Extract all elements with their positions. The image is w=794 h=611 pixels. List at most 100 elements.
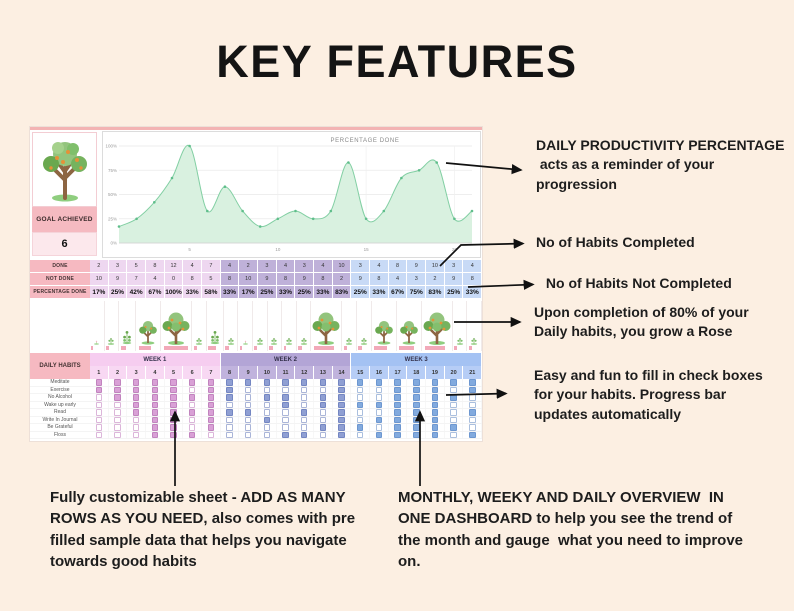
summary-cell[interactable]: 3 [258, 260, 277, 273]
habit-checkbox[interactable] [338, 424, 345, 431]
habit-checkbox[interactable] [319, 401, 327, 408]
habit-checkbox[interactable] [188, 431, 196, 438]
habit-checkbox[interactable] [300, 401, 308, 408]
habit-checkbox[interactable] [413, 401, 420, 408]
habit-checkbox[interactable] [431, 424, 439, 431]
habit-checkbox[interactable] [469, 416, 476, 423]
habit-checkbox[interactable] [95, 416, 103, 423]
habit-checkbox[interactable] [151, 424, 159, 431]
habit-checkbox[interactable] [282, 401, 289, 408]
habit-checkbox[interactable] [188, 379, 196, 386]
habit-checkbox[interactable] [114, 431, 121, 438]
summary-cell[interactable]: 33% [276, 286, 296, 299]
habit-checkbox[interactable] [300, 431, 308, 438]
habit-checkbox[interactable] [114, 401, 121, 408]
habit-checkbox[interactable] [132, 386, 140, 393]
habit-checkbox[interactable] [431, 431, 439, 438]
habit-checkbox[interactable] [319, 379, 327, 386]
habit-checkbox[interactable] [469, 409, 476, 416]
habit-checkbox[interactable] [151, 409, 159, 416]
summary-cell[interactable]: 4 [183, 260, 203, 273]
habit-checkbox[interactable] [338, 394, 345, 401]
habit-checkbox[interactable] [282, 386, 289, 393]
habit-checkbox[interactable] [95, 379, 103, 386]
summary-cell[interactable]: 4 [370, 260, 389, 273]
summary-cell[interactable]: 8 [183, 273, 203, 286]
summary-cell[interactable]: 2 [426, 273, 445, 286]
summary-cell[interactable]: 8 [370, 273, 389, 286]
summary-cell[interactable]: 10 [426, 260, 445, 273]
habit-checkbox[interactable] [244, 416, 252, 423]
habit-checkbox[interactable] [450, 379, 457, 386]
habit-checkbox[interactable] [226, 416, 233, 423]
habit-checkbox[interactable] [170, 394, 177, 401]
summary-cell[interactable]: 4 [314, 260, 333, 273]
summary-cell[interactable]: 75% [407, 286, 427, 299]
habit-checkbox[interactable] [226, 386, 233, 393]
habit-checkbox[interactable] [132, 394, 140, 401]
habit-checkbox[interactable] [282, 431, 289, 438]
habit-checkbox[interactable] [170, 386, 177, 393]
habit-checkbox[interactable] [319, 416, 327, 423]
habit-checkbox[interactable] [114, 424, 121, 431]
summary-cell[interactable]: 9 [351, 273, 371, 286]
habit-checkbox[interactable] [413, 431, 420, 438]
habit-checkbox[interactable] [132, 424, 140, 431]
habit-checkbox[interactable] [394, 401, 401, 408]
habit-checkbox[interactable] [375, 431, 383, 438]
habit-checkbox[interactable] [319, 409, 327, 416]
habit-checkbox[interactable] [338, 409, 345, 416]
summary-cell[interactable]: 33% [183, 286, 203, 299]
habit-checkbox[interactable] [394, 379, 401, 386]
summary-cell[interactable]: 83% [426, 286, 445, 299]
summary-cell[interactable]: 33% [463, 286, 483, 299]
habit-checkbox[interactable] [469, 386, 476, 393]
summary-cell[interactable]: 8 [220, 273, 240, 286]
habit-checkbox[interactable] [356, 401, 364, 408]
habit-checkbox[interactable] [151, 394, 159, 401]
habit-checkbox[interactable] [170, 431, 177, 438]
habit-checkbox[interactable] [356, 409, 364, 416]
habit-checkbox[interactable] [450, 401, 457, 408]
habit-checkbox[interactable] [114, 416, 121, 423]
summary-cell[interactable]: 3 [108, 260, 128, 273]
habit-checkbox[interactable] [244, 424, 252, 431]
habit-checkbox[interactable] [319, 394, 327, 401]
summary-cell[interactable]: 9 [444, 273, 464, 286]
habit-checkbox[interactable] [244, 379, 252, 386]
habit-checkbox[interactable] [170, 401, 177, 408]
summary-cell[interactable]: 100% [164, 286, 184, 299]
habit-checkbox[interactable] [95, 386, 103, 393]
habit-checkbox[interactable] [356, 394, 364, 401]
habit-checkbox[interactable] [263, 431, 271, 438]
summary-cell[interactable]: 3 [407, 273, 427, 286]
summary-cell[interactable]: 12 [164, 260, 184, 273]
habit-checkbox[interactable] [95, 394, 103, 401]
habit-checkbox[interactable] [114, 394, 121, 401]
habit-checkbox[interactable] [413, 379, 420, 386]
habit-checkbox[interactable] [244, 409, 252, 416]
habit-checkbox[interactable] [226, 409, 233, 416]
summary-cell[interactable]: 8 [463, 273, 483, 286]
habit-checkbox[interactable] [450, 424, 457, 431]
habit-checkbox[interactable] [263, 424, 271, 431]
habit-checkbox[interactable] [469, 401, 476, 408]
summary-cell[interactable]: 5 [202, 273, 221, 286]
habit-checkbox[interactable] [356, 379, 364, 386]
habit-checkbox[interactable] [431, 379, 439, 386]
summary-cell[interactable]: 67% [146, 286, 165, 299]
habit-checkbox[interactable] [375, 409, 383, 416]
habit-checkbox[interactable] [450, 416, 457, 423]
summary-cell[interactable]: 7 [127, 273, 147, 286]
habit-checkbox[interactable] [170, 424, 177, 431]
habit-checkbox[interactable] [300, 379, 308, 386]
habit-checkbox[interactable] [114, 386, 121, 393]
summary-cell[interactable]: 3 [295, 260, 315, 273]
habit-checkbox[interactable] [207, 386, 215, 393]
habit-checkbox[interactable] [263, 394, 271, 401]
summary-cell[interactable]: 58% [202, 286, 221, 299]
summary-cell[interactable]: 33% [314, 286, 333, 299]
habit-checkbox[interactable] [207, 401, 215, 408]
habit-checkbox[interactable] [263, 379, 271, 386]
habit-checkbox[interactable] [151, 416, 159, 423]
